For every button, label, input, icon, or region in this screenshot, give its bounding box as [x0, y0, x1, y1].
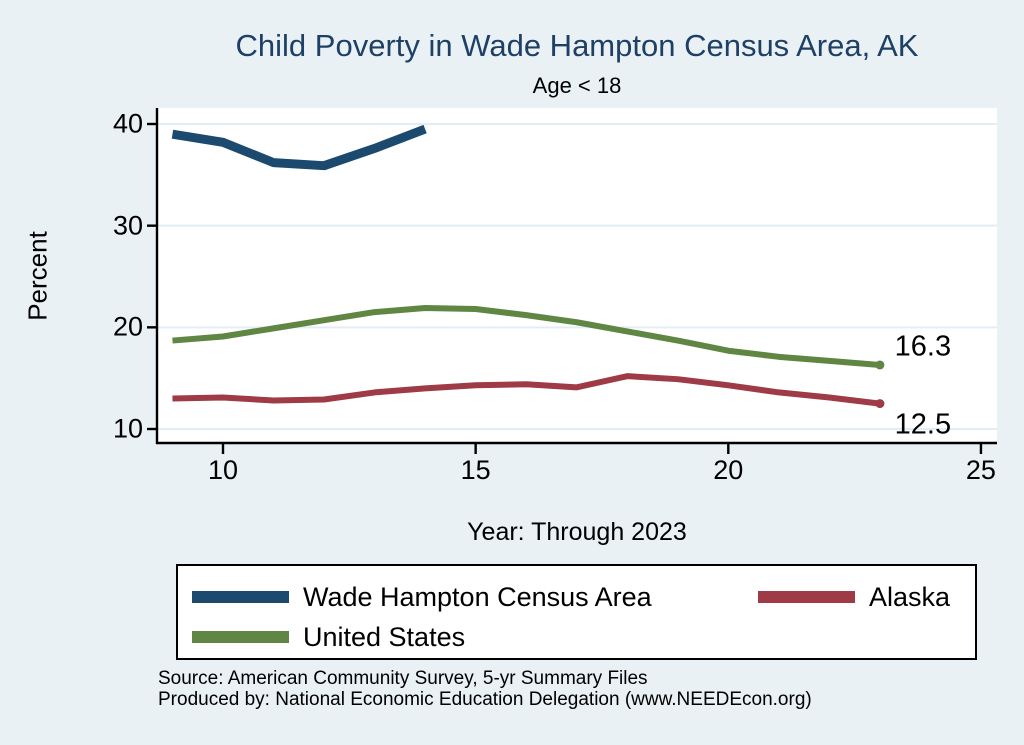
- source-note: Source: American Community Survey, 5-yr …: [158, 668, 812, 710]
- series-end-dot-2: [875, 360, 885, 370]
- legend-item-alaska: Alaska: [758, 581, 951, 612]
- chart-subtitle: Age < 18: [532, 73, 622, 98]
- series-end-dot-1: [875, 399, 885, 409]
- series-line-2: [172, 305, 881, 368]
- plot-background: [157, 108, 997, 443]
- y-tick-label: 10: [112, 413, 143, 444]
- y-tick-label: 40: [112, 108, 143, 139]
- produced-by-line: Produced by: National Economic Education…: [158, 689, 812, 710]
- x-tick-label: 25: [965, 455, 996, 485]
- y-axis-title: Percent: [22, 231, 53, 321]
- legend-swatch-wade-hampton: [192, 591, 289, 603]
- legend-label-united-states: United States: [303, 621, 466, 652]
- series-line-0: [171, 124, 427, 171]
- legend-swatch-united-states: [192, 631, 289, 643]
- legend: Wade Hampton Census Area Alaska United S…: [176, 564, 977, 660]
- end-value-label: 12.5: [894, 408, 952, 441]
- y-tick-label: 30: [112, 210, 143, 241]
- source-line: Source: American Community Survey, 5-yr …: [158, 668, 648, 689]
- legend-item-wade-hampton: Wade Hampton Census Area: [192, 581, 652, 612]
- legend-swatch-alaska: [758, 591, 855, 603]
- x-tick-label: 20: [713, 455, 744, 485]
- x-tick-label: 15: [460, 455, 491, 485]
- end-value-label: 16.3: [894, 330, 952, 363]
- series-line-1: [172, 373, 881, 407]
- legend-item-united-states: United States: [192, 621, 466, 652]
- legend-label-wade-hampton: Wade Hampton Census Area: [303, 581, 652, 612]
- x-tick-label: 10: [207, 455, 239, 485]
- legend-label-alaska: Alaska: [869, 581, 951, 612]
- chart-title: Child Poverty in Wade Hampton Census Are…: [235, 28, 919, 63]
- y-tick-label: 20: [112, 311, 143, 342]
- x-axis-title: Year: Through 2023: [467, 518, 687, 546]
